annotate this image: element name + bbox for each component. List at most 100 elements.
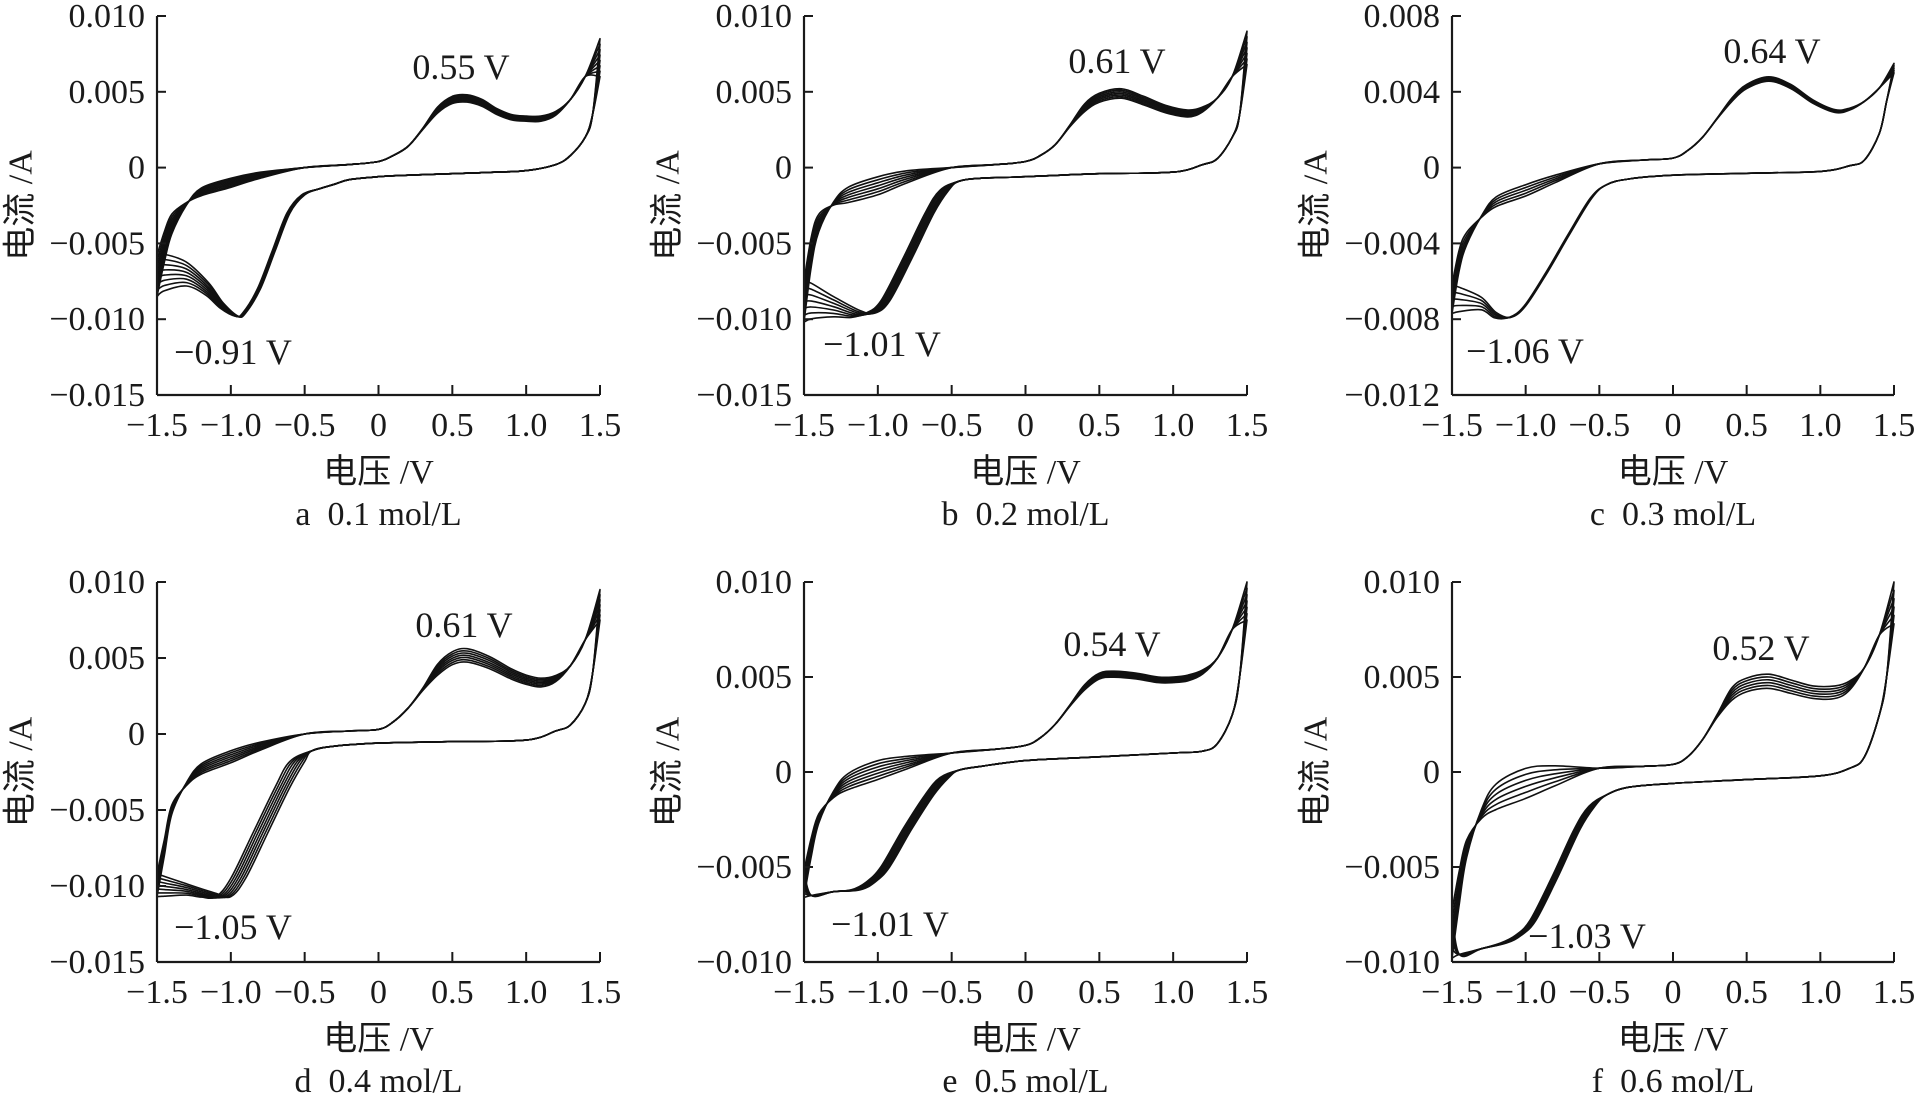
y-tick-label: −0.005 — [696, 849, 792, 886]
cv-curves — [803, 581, 1248, 899]
panel-caption: e 0.5 mol/L — [942, 1063, 1108, 1100]
cv-cycle-2 — [156, 593, 601, 899]
cv-cycle-2 — [1451, 64, 1895, 319]
cathodic-peak-label: −0.91 V — [174, 332, 292, 372]
y-tick-label: 0.008 — [1364, 0, 1441, 35]
y-tick-label: −0.004 — [1344, 225, 1440, 262]
cv-cycle-3 — [156, 598, 601, 899]
y-axis-title: 电流 /A — [649, 716, 687, 827]
cv-cycle-2 — [803, 35, 1248, 315]
x-tick-label: −1.5 — [126, 407, 188, 444]
cv-cycle-7 — [803, 63, 1248, 323]
y-tick-label: −0.010 — [696, 944, 792, 981]
cv-cycle-8 — [156, 74, 601, 318]
x-tick-label: 0 — [370, 407, 387, 444]
y-axis-title: 电流 /A — [1297, 716, 1335, 827]
x-tick-label: −0.5 — [274, 974, 336, 1011]
panel-caption: c 0.3 mol/L — [1590, 496, 1756, 533]
y-tick-label: 0 — [128, 716, 145, 753]
cv-cycle-1 — [1451, 581, 1895, 958]
cathodic-peak-label: −1.01 V — [823, 324, 941, 364]
y-axis-title: 电流 /A — [1297, 150, 1335, 261]
panel-d: 0.010 0.005 0 −0.005 −0.010 −0.015−1.5 −1.0 −0.… — [2, 564, 622, 1100]
x-tick-label: −1.0 — [1495, 407, 1557, 444]
x-tick-label: −1.5 — [773, 407, 835, 444]
panel-c: 0.008 0.004 0 −0.004 −0.008 −0.012−1.5 −1.0 −0.… — [1297, 0, 1916, 533]
panel-caption: f 0.6 mol/L — [1592, 1063, 1754, 1100]
x-axis-title: 电压 /V — [323, 453, 434, 491]
y-axis-title: 电流 /A — [2, 716, 40, 827]
cv-cycle-5 — [803, 606, 1248, 897]
cv-cycle-6 — [156, 614, 601, 899]
cv-cycle-2 — [803, 587, 1248, 897]
x-tick-label: 0 — [1665, 974, 1682, 1011]
x-tick-label: −1.0 — [200, 407, 262, 444]
y-tick-label: 0.004 — [1364, 74, 1441, 111]
cathodic-peak-label: −1.06 V — [1466, 331, 1584, 371]
x-tick-label: 1.0 — [1799, 407, 1842, 444]
x-tick-label: −1.5 — [1421, 407, 1483, 444]
x-tick-label: −1.5 — [1421, 974, 1483, 1011]
panel-e: 0.010 0.005 0 −0.005 −0.010−1.5 −1.0 −0.5 0 0.5 1… — [649, 564, 1269, 1100]
x-tick-label: 1.5 — [1873, 974, 1916, 1011]
cv-cycle-6 — [1451, 623, 1895, 959]
cv-cycle-4 — [156, 54, 601, 318]
anodic-peak-label: 0.64 V — [1723, 31, 1820, 71]
anodic-peak-label: 0.61 V — [415, 605, 512, 645]
panel-f: 0.010 0.005 0 −0.005 −0.010−1.5 −1.0 −0.5 0 0.5 1… — [1297, 564, 1916, 1100]
x-tick-label: 1.5 — [579, 407, 622, 444]
x-tick-label: −0.5 — [1568, 974, 1630, 1011]
cathodic-peak-label: −1.01 V — [831, 904, 949, 944]
cv-cycle-7 — [156, 70, 601, 318]
anodic-peak-label: 0.61 V — [1068, 41, 1165, 81]
y-tick-label: −0.015 — [49, 377, 145, 414]
y-tick-label: −0.010 — [49, 301, 145, 338]
x-tick-label: 0 — [1017, 407, 1034, 444]
y-tick-label: −0.010 — [1344, 944, 1440, 981]
x-tick-label: −1.0 — [200, 974, 262, 1011]
x-tick-label: 0.5 — [1725, 974, 1768, 1011]
x-axis-title: 电压 /V — [970, 453, 1081, 491]
cv-cycle-7 — [803, 619, 1248, 899]
cv-curves — [156, 37, 601, 318]
y-tick-label: −0.015 — [49, 944, 145, 981]
y-tick-label: 0.005 — [69, 640, 146, 677]
x-tick-label: 1.5 — [579, 974, 622, 1011]
y-tick-label: −0.012 — [1344, 377, 1440, 414]
y-tick-label: 0.010 — [69, 564, 146, 601]
y-tick-label: −0.010 — [49, 868, 145, 905]
y-tick-label: 0 — [775, 754, 792, 791]
x-tick-label: −0.5 — [1568, 407, 1630, 444]
y-tick-label: 0 — [1423, 150, 1440, 187]
cv-curves — [803, 30, 1248, 323]
y-tick-label: 0 — [775, 150, 792, 187]
x-tick-label: 0 — [1017, 974, 1034, 1011]
cv-cycle-3 — [1451, 67, 1895, 319]
x-tick-label: 0.5 — [431, 974, 474, 1011]
y-axis-title: 电流 /A — [649, 150, 687, 261]
cv-cycle-7 — [156, 619, 601, 900]
x-axis-title: 电压 /V — [970, 1020, 1081, 1058]
x-axis-title: 电压 /V — [1618, 1020, 1729, 1058]
cv-cycle-1 — [156, 37, 601, 318]
panel-caption: a 0.1 mol/L — [295, 496, 461, 533]
y-tick-label: −0.005 — [1344, 849, 1440, 886]
anodic-peak-label: 0.54 V — [1063, 624, 1160, 664]
cv-curves — [156, 588, 601, 900]
y-tick-label: −0.005 — [696, 225, 792, 262]
anodic-peak-label: 0.55 V — [412, 47, 509, 87]
cv-cycle-5 — [803, 52, 1248, 317]
y-tick-label: 0.005 — [1364, 659, 1441, 696]
y-tick-label: 0.005 — [716, 659, 793, 696]
x-tick-label: 0.5 — [1078, 407, 1121, 444]
x-tick-label: −1.5 — [773, 974, 835, 1011]
y-tick-label: 0.010 — [716, 0, 793, 35]
x-tick-label: −1.5 — [126, 974, 188, 1011]
panel-caption: d 0.4 mol/L — [294, 1063, 462, 1100]
panel-b: 0.010 0.005 0 −0.005 −0.010 −0.015−1.5 −1.0 −0.… — [649, 0, 1269, 533]
y-tick-label: −0.005 — [49, 792, 145, 829]
y-tick-label: 0.005 — [69, 74, 146, 111]
x-tick-label: 1.5 — [1226, 407, 1269, 444]
y-axis-title: 电流 /A — [2, 150, 40, 261]
x-tick-label: −1.0 — [1495, 974, 1557, 1011]
